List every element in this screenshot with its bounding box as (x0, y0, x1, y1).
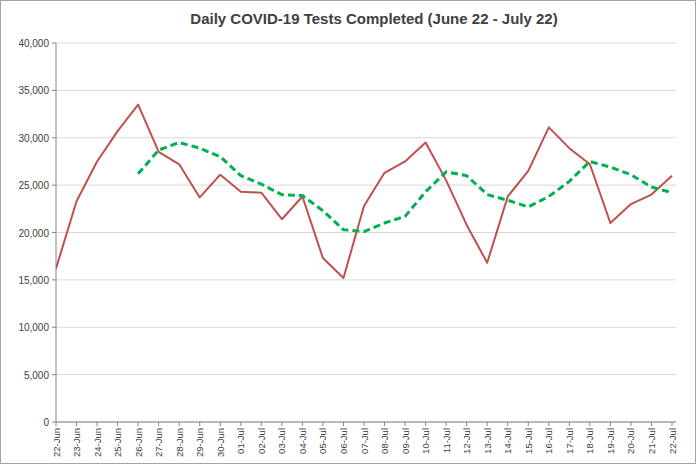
x-tick-label: 02-Jul (256, 428, 267, 454)
y-tick-label: 30,000 (18, 133, 49, 144)
chart-border (1, 1, 696, 464)
x-tick-label: 05-Jul (317, 428, 328, 454)
chart-svg: Daily COVID-19 Tests Completed (June 22 … (0, 0, 696, 464)
x-tick (76, 422, 77, 426)
x-tick-label: 11-Jul (441, 428, 452, 453)
x-tick (651, 422, 652, 426)
x-tick (630, 422, 631, 426)
y-axis (56, 43, 57, 422)
y-tick-label: 35,000 (18, 85, 49, 96)
x-tick (425, 422, 426, 426)
y-tick-label: 40,000 (18, 38, 49, 49)
x-tick (199, 422, 200, 426)
x-tick-label: 07-Jul (359, 428, 370, 454)
x-tick (569, 422, 570, 426)
y-tick (52, 185, 56, 186)
x-tick-label: 03-Jul (276, 428, 287, 454)
x-tick (97, 422, 98, 426)
chart-title: Daily COVID-19 Tests Completed (June 22 … (190, 10, 557, 27)
x-tick (138, 422, 139, 426)
x-tick (384, 422, 385, 426)
x-tick (507, 422, 508, 426)
x-tick (322, 422, 323, 426)
y-tick (52, 43, 56, 44)
series-line (138, 142, 672, 231)
x-tick-label: 16-Jul (543, 428, 554, 454)
x-tick-label: 20-Jul (625, 428, 636, 454)
x-tick-label: 19-Jul (605, 428, 616, 454)
x-tick-label: 13-Jul (482, 428, 493, 454)
x-tick-label: 29-Jun (194, 428, 205, 457)
x-tick (589, 422, 590, 426)
x-tick-label: 14-Jul (502, 428, 513, 454)
grid-line (56, 327, 676, 328)
x-tick (117, 422, 118, 426)
x-tick-label: 27-Jun (153, 428, 164, 457)
x-tick (179, 422, 180, 426)
grid-line (56, 185, 676, 186)
y-tick (52, 327, 56, 328)
y-tick-label: 0 (43, 417, 49, 428)
x-tick-label: 06-Jul (338, 428, 349, 454)
x-tick-label: 22-Jul (667, 428, 678, 454)
y-tick-label: 5,000 (24, 370, 49, 381)
y-tick-label: 25,000 (18, 180, 49, 191)
x-tick-label: 18-Jul (584, 428, 595, 454)
x-tick-label: 10-Jul (420, 428, 431, 454)
x-tick (610, 422, 611, 426)
x-tick (672, 422, 673, 426)
y-tick-label: 15,000 (18, 275, 49, 286)
x-tick (220, 422, 221, 426)
x-tick (281, 422, 282, 426)
x-tick (446, 422, 447, 426)
series-line (56, 105, 672, 278)
x-tick (364, 422, 365, 426)
x-tick-label: 25-Jun (112, 428, 123, 457)
y-tick (52, 137, 56, 138)
x-tick-label: 12-Jul (461, 428, 472, 454)
x-tick-label: 23-Jun (71, 428, 82, 457)
grid-line (56, 374, 676, 375)
x-tick (548, 422, 549, 426)
plot-area (56, 105, 672, 278)
x-tick-label: 24-Jun (92, 428, 103, 457)
x-axis (56, 422, 676, 423)
grid-line (56, 422, 676, 423)
y-tick-label: 10,000 (18, 322, 49, 333)
x-tick (466, 422, 467, 426)
x-tick-label: 01-Jul (235, 428, 246, 454)
grid-line (56, 90, 676, 91)
grid-line (56, 137, 676, 138)
y-tick (52, 374, 56, 375)
x-tick-label: 17-Jul (564, 428, 575, 454)
x-tick (240, 422, 241, 426)
y-tick (52, 422, 56, 423)
x-tick-label: 04-Jul (297, 428, 308, 454)
x-tick-label: 22-Jun (51, 428, 62, 457)
x-tick (261, 422, 262, 426)
y-tick-label: 20,000 (18, 228, 49, 239)
x-tick-label: 30-Jun (215, 428, 226, 457)
x-tick (487, 422, 488, 426)
y-tick (52, 279, 56, 280)
grid-line (56, 279, 676, 280)
x-tick-label: 21-Jul (646, 428, 657, 454)
x-tick (343, 422, 344, 426)
x-tick-label: 15-Jul (523, 428, 534, 454)
x-tick-label: 08-Jul (379, 428, 390, 454)
x-tick (302, 422, 303, 426)
x-tick (528, 422, 529, 426)
x-tick (56, 422, 57, 426)
x-tick (158, 422, 159, 426)
y-tick (52, 232, 56, 233)
grid-line (56, 43, 676, 44)
y-tick (52, 90, 56, 91)
x-tick-label: 28-Jun (174, 428, 185, 457)
chart-container: Daily COVID-19 Tests Completed (June 22 … (0, 0, 696, 464)
x-tick-label: 26-Jun (133, 428, 144, 457)
x-tick-label: 09-Jul (400, 428, 411, 454)
x-tick (405, 422, 406, 426)
